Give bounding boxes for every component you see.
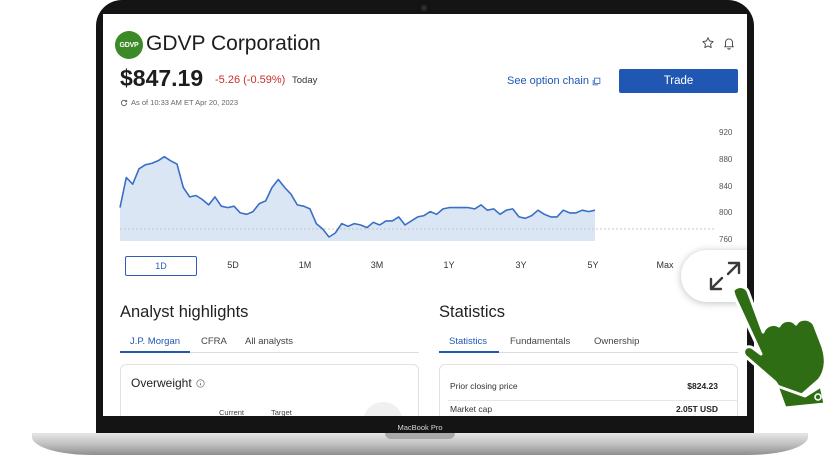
column-current: Current xyxy=(219,408,245,416)
stat-label: Prior closing price xyxy=(450,381,518,391)
tab-jp-morgan[interactable]: J.P. Morgan xyxy=(130,336,180,347)
analyst-rating: Overweight xyxy=(131,376,205,390)
bell-icon[interactable] xyxy=(722,36,736,50)
y-tick: 800 xyxy=(719,208,733,217)
statistics-section-title: Statistics xyxy=(439,303,506,321)
price-chart xyxy=(119,155,715,241)
y-tick: 880 xyxy=(719,155,733,164)
price-area xyxy=(120,156,595,241)
stat-row-prior-close: Prior closing price $824.23 xyxy=(450,381,718,391)
as-of-text: As of 10:33 AM ET Apr 20, 2023 xyxy=(131,98,239,107)
tab-divider xyxy=(120,352,419,353)
time-range-selector: 1D 5D 1M 3M 1Y 3Y 5Y Max xyxy=(103,256,747,276)
laptop-notch xyxy=(385,433,455,439)
stock-price: $847.19 xyxy=(120,65,204,91)
tab-statistics[interactable]: Statistics xyxy=(449,336,488,347)
trade-button[interactable]: Trade xyxy=(619,69,738,93)
company-name: GDVP Corporation xyxy=(146,32,321,55)
external-link-icon xyxy=(592,77,601,85)
tab-all-analysts[interactable]: All analysts xyxy=(245,336,294,347)
price-change: -5.26 (-0.59%) xyxy=(215,74,286,86)
tab-divider xyxy=(439,352,738,353)
camera xyxy=(421,5,427,11)
y-tick: 840 xyxy=(719,182,733,191)
range-3m-button[interactable]: 3M xyxy=(370,260,384,270)
range-3y-button[interactable]: 3Y xyxy=(515,260,527,270)
range-1y-button[interactable]: 1Y xyxy=(443,260,455,270)
stat-value: $824.23 xyxy=(687,381,718,391)
column-target: Target xyxy=(271,408,292,416)
tab-fundamentals[interactable]: Fundamentals xyxy=(510,336,571,347)
device-label: MacBook Pro xyxy=(397,423,443,432)
stat-row-market-cap: Market cap 2.05T USD xyxy=(450,404,718,414)
range-5d-button[interactable]: 5D xyxy=(227,260,239,270)
stat-divider xyxy=(448,400,738,401)
analyst-section-title: Analyst highlights xyxy=(120,303,249,321)
refresh-icon[interactable] xyxy=(120,99,128,107)
price-line xyxy=(119,155,596,238)
statistics-card xyxy=(439,364,738,416)
star-icon[interactable] xyxy=(701,36,715,50)
range-1m-button[interactable]: 1M xyxy=(298,260,312,270)
pointing-hand-icon xyxy=(731,285,827,410)
tab-cfra[interactable]: CFRA xyxy=(201,336,227,347)
stat-value: 2.05T USD xyxy=(675,404,718,414)
option-chain-link[interactable]: See option chain xyxy=(507,75,601,87)
price-period: Today xyxy=(292,75,318,86)
tab-ownership[interactable]: Ownership xyxy=(594,336,640,347)
rating-label: Overweight xyxy=(131,376,192,390)
active-tab-indicator xyxy=(439,351,499,353)
range-max-button[interactable]: Max xyxy=(656,260,674,270)
company-logo: GDVP xyxy=(115,31,143,59)
as-of-timestamp: As of 10:33 AM ET Apr 20, 2023 xyxy=(120,98,238,107)
info-icon[interactable] xyxy=(196,378,205,388)
y-tick: 920 xyxy=(719,128,733,137)
y-tick: 760 xyxy=(719,235,733,244)
loading-indicator xyxy=(363,402,403,416)
range-1d-button[interactable]: 1D xyxy=(125,256,197,276)
option-chain-label: See option chain xyxy=(507,75,589,87)
range-5y-button[interactable]: 5Y xyxy=(587,260,599,270)
laptop-base xyxy=(32,433,808,455)
screen: GDVP GDVP Corporation $847.19 -5.26 (-0.… xyxy=(103,14,747,416)
active-tab-indicator xyxy=(120,351,190,353)
stat-label: Market cap xyxy=(450,404,493,414)
expand-icon[interactable] xyxy=(707,260,743,292)
